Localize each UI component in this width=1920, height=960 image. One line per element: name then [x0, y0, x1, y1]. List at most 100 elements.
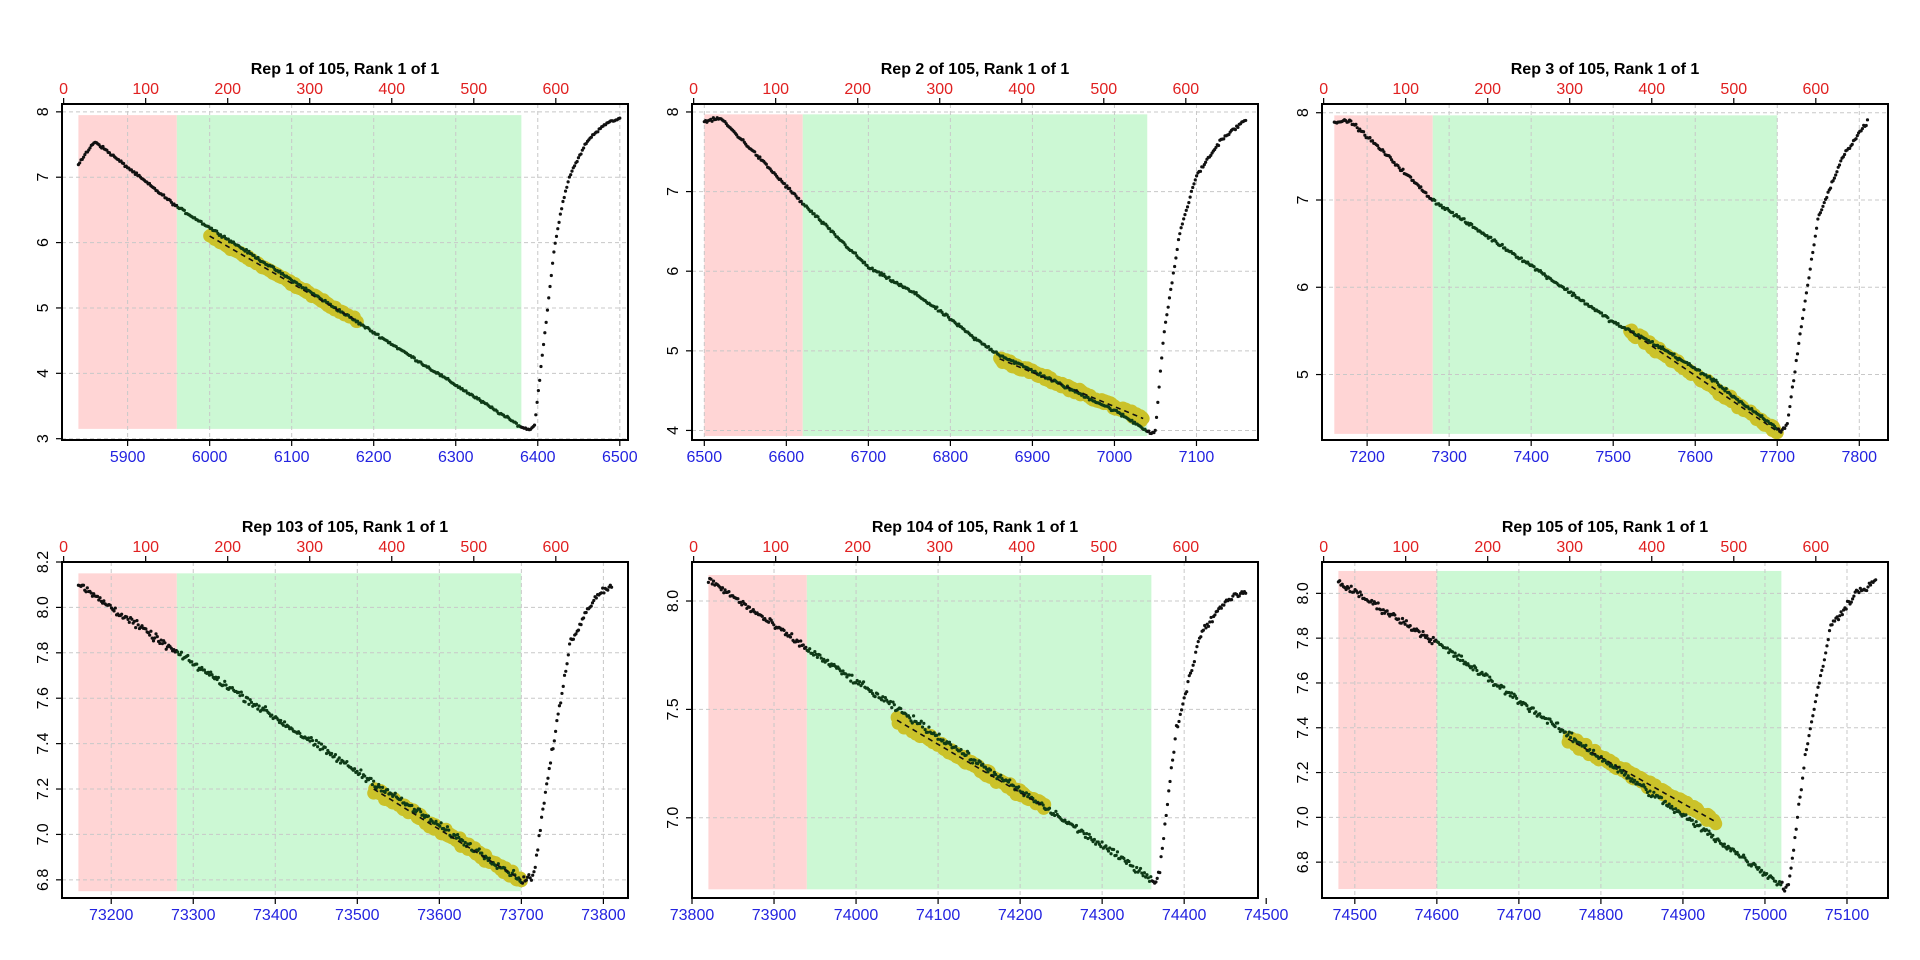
data-point — [1011, 359, 1015, 363]
tick-label-top: 600 — [1802, 539, 1829, 556]
data-point — [554, 729, 558, 733]
data-point — [1690, 818, 1694, 822]
data-point — [358, 771, 362, 776]
data-point — [125, 615, 129, 619]
data-point — [122, 161, 126, 166]
data-point — [531, 873, 535, 877]
data-point — [601, 586, 605, 590]
data-point — [552, 250, 556, 254]
data-point — [243, 700, 247, 704]
tick-label-left: 7.0 — [665, 807, 682, 829]
data-point — [1108, 846, 1112, 850]
data-point — [1222, 603, 1226, 607]
data-point — [935, 733, 939, 737]
data-point — [547, 296, 551, 300]
data-point — [826, 658, 830, 662]
data-point — [914, 291, 918, 295]
data-point — [453, 833, 457, 837]
data-point — [1568, 735, 1573, 740]
data-point — [1375, 607, 1379, 611]
data-point — [561, 684, 565, 688]
data-point — [84, 590, 88, 594]
data-point — [524, 878, 528, 882]
data-point — [1509, 691, 1514, 695]
data-point — [1488, 675, 1492, 679]
data-point — [1803, 752, 1807, 757]
data-point — [282, 720, 287, 724]
data-point — [83, 153, 87, 157]
data-point — [584, 610, 588, 615]
data-point — [257, 704, 261, 708]
data-point — [574, 632, 578, 636]
data-point — [1733, 849, 1737, 853]
plot-frame — [1321, 561, 1889, 899]
tick-label-bottom: 74200 — [998, 907, 1043, 924]
data-point — [1792, 379, 1796, 383]
tick-label-left: 8 — [35, 107, 52, 116]
data-point — [412, 807, 416, 811]
data-point — [1029, 367, 1033, 372]
tick-label-bottom: 5900 — [110, 449, 146, 466]
tick-label-bottom: 73800 — [581, 907, 626, 924]
data-point — [1170, 281, 1174, 285]
data-point — [240, 693, 245, 697]
data-point — [881, 695, 885, 699]
data-point — [316, 745, 320, 749]
data-point — [579, 623, 583, 627]
tick-label-top: 500 — [1090, 539, 1117, 556]
data-point — [618, 116, 622, 120]
data-point — [1179, 226, 1183, 230]
tick-label-top: 0 — [1319, 539, 1328, 556]
data-point — [1790, 856, 1794, 860]
tick-label-left: 6.8 — [35, 869, 52, 891]
data-point — [1798, 795, 1802, 799]
data-point — [536, 388, 540, 393]
data-point — [210, 673, 214, 677]
data-point — [923, 728, 927, 732]
data-point — [1147, 879, 1152, 884]
chart-panel-6: Rep 105 of 105, Rank 1 of 1 74500 74600 747… — [1295, 519, 1889, 924]
data-point — [1697, 368, 1702, 372]
data-point — [1363, 133, 1367, 137]
data-point — [1198, 169, 1203, 173]
tick-label-left: 8 — [665, 107, 682, 116]
data-point — [797, 196, 801, 200]
data-point — [369, 776, 373, 781]
data-point — [890, 705, 894, 710]
tick-label-bottom: 6200 — [356, 449, 392, 466]
data-point — [1534, 710, 1538, 714]
data-point — [1154, 880, 1158, 884]
plot-frame — [1321, 103, 1889, 441]
data-point — [1233, 128, 1237, 132]
data-point — [324, 751, 329, 756]
data-point — [1359, 593, 1364, 597]
tick-label-left: 6.8 — [1295, 851, 1312, 873]
data-point — [1175, 247, 1179, 252]
data-point — [564, 669, 568, 673]
data-point — [1704, 828, 1709, 832]
data-point — [560, 691, 564, 696]
tick-label-top: 600 — [1802, 81, 1829, 98]
data-point — [1786, 413, 1791, 417]
data-point — [176, 650, 180, 654]
data-point — [1190, 668, 1194, 673]
data-point — [286, 724, 290, 729]
data-point — [1711, 833, 1715, 837]
data-point — [822, 657, 826, 661]
data-point — [543, 331, 547, 335]
shaded-region-1 — [704, 114, 803, 437]
data-point — [873, 695, 877, 699]
data-point — [1169, 766, 1173, 770]
data-point — [813, 649, 817, 654]
plot-area — [692, 562, 1258, 898]
data-point — [1038, 371, 1042, 375]
data-point — [333, 752, 338, 757]
data-point — [764, 162, 768, 166]
data-point — [1793, 370, 1797, 374]
tick-label-top: 300 — [1556, 81, 1583, 98]
tick-label-top: 300 — [1556, 539, 1583, 556]
data-point — [1054, 809, 1058, 813]
tick-label-top: 200 — [844, 81, 871, 98]
data-point — [108, 603, 112, 607]
